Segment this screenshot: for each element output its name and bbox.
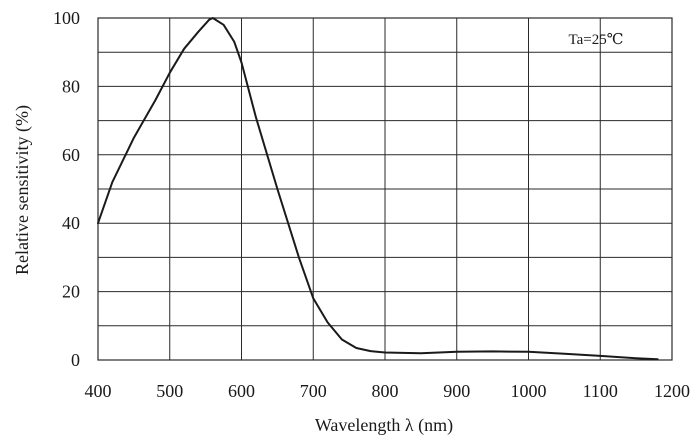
- plot-border: [97, 17, 673, 361]
- x-tick-label: 500: [156, 381, 183, 401]
- plot-frame: [97, 17, 673, 361]
- x-tick-label: 900: [443, 381, 470, 401]
- y-tick-label: 40: [62, 213, 80, 233]
- x-axis-title: Wavelength λ (nm): [315, 415, 453, 436]
- grid-lines: [98, 18, 672, 360]
- x-tick-labels: 400 500 600 700 800 900 1000 1100 1200: [85, 381, 691, 401]
- y-tick-label: 20: [62, 282, 80, 302]
- x-tick-label: 1200: [654, 381, 690, 401]
- data-series: [97, 17, 659, 361]
- x-tick-label: 800: [372, 381, 399, 401]
- y-tick-label: 100: [53, 8, 80, 28]
- x-tick-label: 400: [85, 381, 112, 401]
- y-tick-labels: 0 20 40 60 80 100: [53, 8, 80, 370]
- sensitivity-curve: [97, 17, 659, 361]
- y-tick-label: 80: [62, 76, 80, 96]
- temperature-annotation: Ta=25℃: [568, 32, 623, 48]
- x-tick-label: 600: [228, 381, 255, 401]
- x-tick-label: 1000: [511, 381, 547, 401]
- y-axis-title: Relative sensitivity (%): [12, 105, 33, 275]
- x-tick-label: 700: [300, 381, 327, 401]
- x-tick-label: 1100: [583, 381, 618, 401]
- y-tick-label: 0: [71, 350, 80, 370]
- y-tick-label: 60: [62, 145, 80, 165]
